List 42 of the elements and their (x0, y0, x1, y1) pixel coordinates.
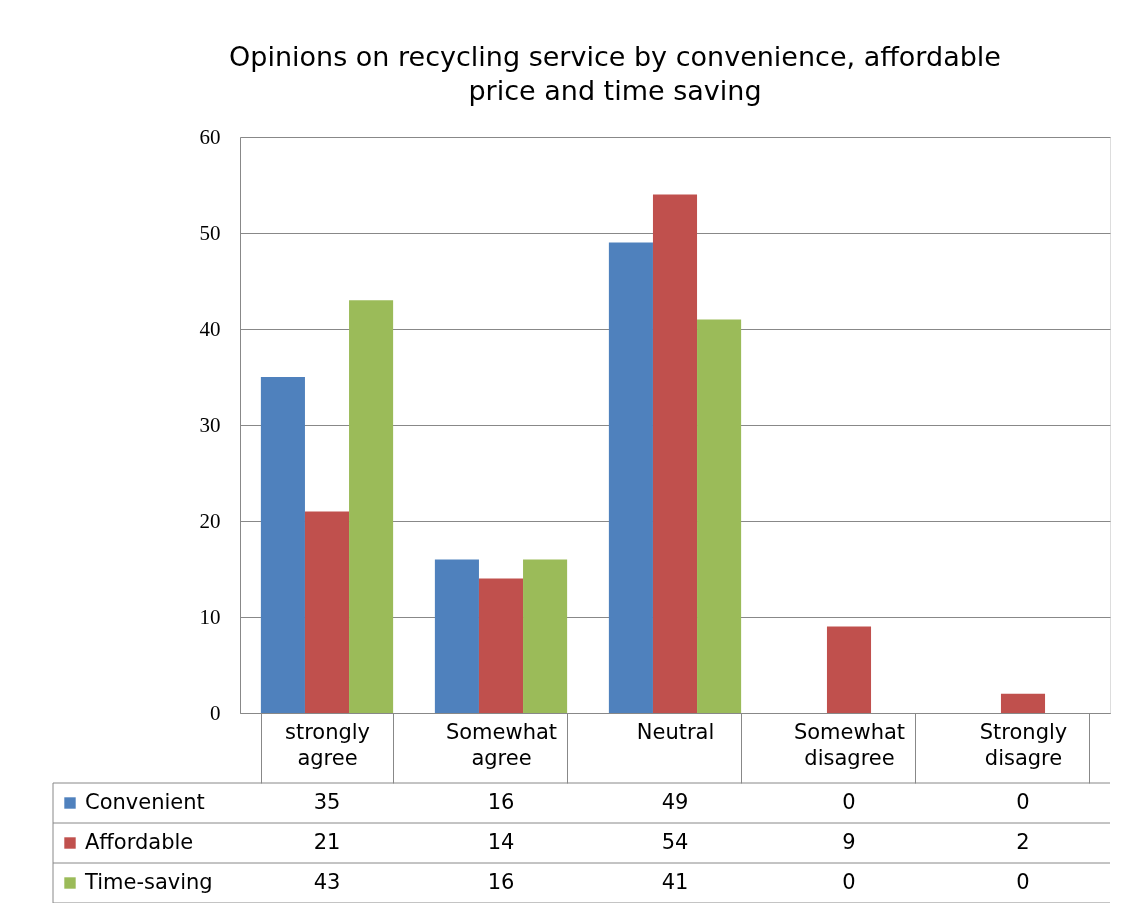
bar (349, 300, 394, 713)
data-label: 0 (842, 790, 856, 814)
data-label: 49 (661, 790, 689, 814)
bar (697, 319, 742, 713)
y-tick-label: 0 (210, 700, 221, 725)
y-tick-label: 10 (199, 604, 221, 629)
bar (608, 242, 653, 713)
bar (478, 578, 524, 713)
data-label: 0 (1016, 870, 1030, 894)
legend-label: Time-saving (84, 870, 213, 894)
data-label: 0 (1016, 790, 1030, 814)
data-label: 35 (313, 790, 341, 814)
bar (304, 511, 350, 713)
data-label: 16 (487, 790, 515, 814)
data-label: 43 (313, 870, 341, 894)
x-tick-label: Strongly disagre (979, 719, 1068, 770)
data-label: 21 (313, 830, 341, 854)
data-label: 54 (661, 830, 689, 854)
data-label: 0 (842, 870, 856, 894)
data-label: 16 (487, 870, 515, 894)
bar (523, 559, 568, 713)
y-tick-label: 60 (199, 124, 221, 149)
data-label: 14 (487, 830, 515, 854)
y-tick-label: 50 (199, 220, 221, 245)
bar (652, 194, 698, 713)
bar (1000, 693, 1046, 713)
legend-label: Convenient (85, 790, 205, 814)
bar (260, 377, 305, 713)
bar (826, 626, 872, 713)
data-label: 9 (842, 830, 856, 854)
x-tick-label: Somewhat agree (445, 719, 558, 770)
bar (434, 559, 479, 713)
y-tick-label: 30 (199, 412, 221, 437)
x-tick-label: strongly agree (284, 719, 371, 770)
chart-title: Opinions on recycling service by convenience, affordable price and time saving (229, 41, 1001, 106)
y-tick-label: 40 (199, 316, 221, 341)
data-label: 2 (1016, 830, 1030, 854)
y-tick-label: 20 (199, 508, 221, 533)
x-tick-label: Neutral (636, 719, 715, 744)
legend-label: Affordable (85, 830, 194, 854)
x-tick-label: Somewhat disagree (793, 719, 906, 770)
data-label: 41 (661, 870, 689, 894)
